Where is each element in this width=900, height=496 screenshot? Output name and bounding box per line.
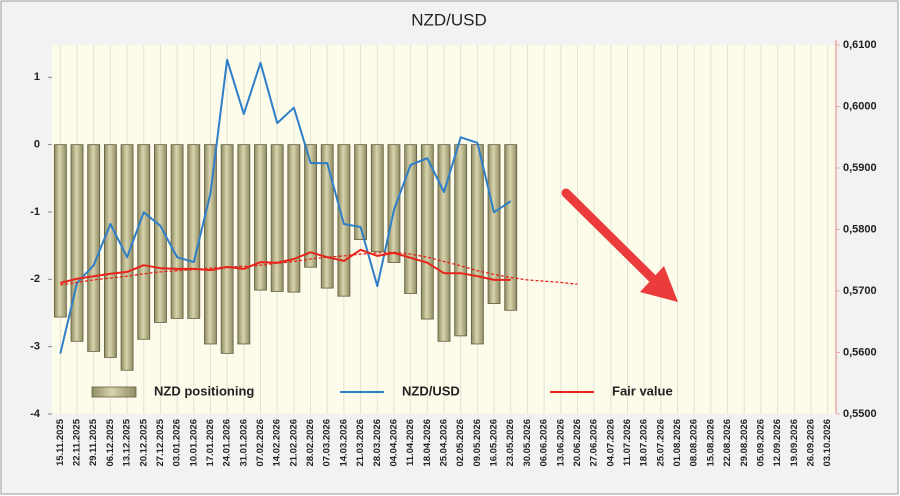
x-tick-label: 17.01.2026 bbox=[205, 419, 216, 467]
x-tick-label: 15.08.2026 bbox=[705, 419, 716, 467]
bar bbox=[137, 144, 151, 340]
x-tick-label: 16.05.2026 bbox=[489, 419, 500, 467]
x-tick-label: 11.04.2026 bbox=[405, 419, 416, 466]
x-tick-label: 27.12.2025 bbox=[155, 418, 166, 466]
x-tick-label: 15.11.2025 bbox=[55, 418, 66, 466]
y2-tick-label: 0,5600 bbox=[843, 346, 877, 358]
bar bbox=[154, 144, 167, 323]
bar bbox=[270, 144, 284, 292]
x-tick-label: 31.01.2026 bbox=[238, 419, 249, 467]
x-tick-label: 03.10.2026 bbox=[822, 419, 833, 467]
bar bbox=[204, 144, 217, 345]
x-tick-label: 25.07.2026 bbox=[655, 419, 666, 467]
x-tick-label: 18.07.2026 bbox=[639, 419, 650, 467]
y2-tick-label: 0,6000 bbox=[843, 100, 877, 112]
line-series bbox=[60, 251, 578, 286]
bar bbox=[220, 144, 234, 354]
bar bbox=[487, 144, 501, 304]
x-tick-label: 14.02.2026 bbox=[272, 419, 283, 467]
x-tick-label: 04.07.2026 bbox=[605, 419, 616, 467]
bar bbox=[287, 144, 301, 293]
x-tick-label: 21.02.2026 bbox=[288, 419, 299, 467]
x-tick-label: 05.09.2026 bbox=[755, 419, 766, 467]
y-tick-label: 0 bbox=[34, 139, 40, 151]
x-tick-label: 28.02.2026 bbox=[305, 419, 316, 467]
x-tick-label: 10.01.2026 bbox=[188, 419, 199, 467]
bar bbox=[504, 144, 518, 311]
bar bbox=[103, 144, 117, 358]
bar bbox=[70, 144, 84, 342]
x-tick-label: 29.08.2026 bbox=[739, 419, 750, 467]
y2-tick-label: 0,5800 bbox=[843, 223, 877, 235]
x-tick-label: 06.12.2025 bbox=[105, 418, 116, 466]
y2-tick-label: 0,5700 bbox=[843, 285, 877, 297]
arrow bbox=[561, 188, 678, 302]
legend-label: NZD positioning bbox=[154, 383, 254, 398]
x-tick-label: 23.05.2026 bbox=[505, 419, 516, 467]
bar bbox=[304, 144, 317, 268]
bar bbox=[354, 144, 368, 241]
y-tick-label: -2 bbox=[30, 273, 40, 285]
x-tick-label: 08.08.2026 bbox=[689, 419, 700, 467]
y-tick-label: 1 bbox=[34, 71, 40, 83]
x-tick-label: 29.11.2025 bbox=[88, 418, 99, 466]
x-tick-label: 21.03.2026 bbox=[355, 419, 366, 467]
legend-swatch bbox=[91, 386, 137, 398]
x-tick-label: 20.06.2026 bbox=[572, 419, 583, 467]
x-tick-label: 09.05.2026 bbox=[472, 419, 483, 467]
x-tick-label: 26.09.2026 bbox=[805, 419, 816, 467]
bar bbox=[387, 144, 401, 263]
x-tick-label: 19.09.2026 bbox=[789, 419, 800, 467]
x-tick-label: 22.08.2026 bbox=[722, 419, 733, 467]
x-tick-label: 07.02.2026 bbox=[255, 419, 266, 467]
y2-tick-label: 0,5500 bbox=[843, 408, 877, 420]
x-tick-label: 12.09.2026 bbox=[772, 419, 783, 467]
legend-label: Fair value bbox=[612, 383, 673, 398]
bar bbox=[254, 144, 267, 291]
x-tick-label: 30.05.2026 bbox=[522, 419, 533, 467]
x-tick-label: 27.06.2026 bbox=[589, 419, 600, 467]
chart-title: NZD/USD bbox=[411, 10, 487, 29]
x-tick-label: 14.03.2026 bbox=[338, 419, 349, 467]
bar bbox=[437, 144, 451, 342]
x-tick-label: 07.03.2026 bbox=[322, 419, 333, 467]
x-tick-label: 02.05.2026 bbox=[455, 419, 466, 467]
y-tick-label: -3 bbox=[30, 341, 40, 353]
bar bbox=[454, 144, 468, 337]
line-series bbox=[60, 248, 511, 284]
x-tick-label: 20.12.2025 bbox=[138, 418, 149, 466]
x-tick-label: 24.01.2026 bbox=[222, 419, 233, 467]
x-tick-label: 25.04.2026 bbox=[439, 419, 450, 467]
x-tick-label: 11.07.2026 bbox=[622, 419, 633, 466]
x-tick-label: 22.11.2025 bbox=[72, 418, 83, 466]
line-series bbox=[59, 58, 512, 354]
bar bbox=[320, 144, 334, 289]
bar bbox=[87, 144, 101, 352]
x-tick-label: 13.06.2026 bbox=[555, 419, 566, 467]
bar bbox=[370, 144, 384, 253]
y2-tick-label: 0,6100 bbox=[843, 39, 877, 51]
x-tick-label: 06.06.2026 bbox=[539, 419, 550, 467]
y-tick-label: -1 bbox=[30, 206, 40, 218]
legend-label: NZD/USD bbox=[402, 383, 460, 398]
x-tick-label: 04.04.2026 bbox=[388, 419, 399, 467]
x-tick-label: 28.03.2026 bbox=[372, 419, 383, 467]
y2-tick-label: 0,5900 bbox=[843, 162, 877, 174]
x-tick-label: 01.08.2026 bbox=[672, 419, 683, 467]
y-tick-label: -4 bbox=[30, 408, 41, 420]
bar bbox=[53, 144, 67, 318]
bar bbox=[420, 144, 434, 320]
bar bbox=[237, 144, 251, 345]
bar bbox=[187, 144, 201, 319]
x-tick-label: 13.12.2025 bbox=[122, 418, 133, 466]
x-tick-label: 03.01.2026 bbox=[172, 419, 183, 467]
bar bbox=[470, 144, 484, 345]
bar bbox=[170, 144, 184, 319]
x-tick-label: 18.04.2026 bbox=[422, 419, 433, 467]
